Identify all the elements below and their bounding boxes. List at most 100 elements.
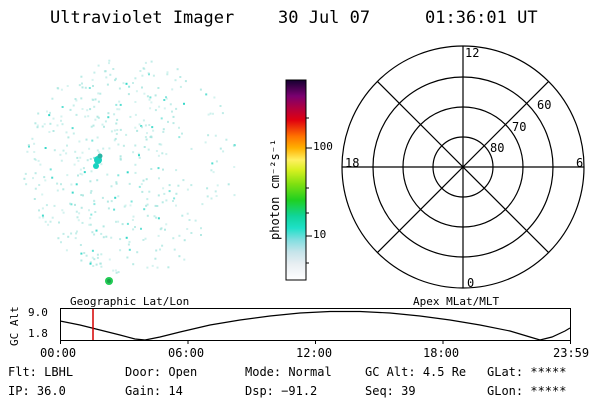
speckle-pixel	[119, 157, 122, 160]
speckle-pixel	[95, 229, 98, 232]
speckle-pixel	[53, 204, 56, 207]
speckle-pixel	[115, 122, 118, 125]
speckle-pixel	[138, 185, 141, 188]
speckle-pixel	[115, 271, 118, 274]
speckle-pixel	[152, 74, 155, 77]
speckle-pixel	[69, 202, 72, 205]
speckle-pixel	[74, 98, 77, 100]
speckle-pixel	[96, 149, 99, 152]
speckle-pixel	[163, 192, 166, 195]
geographic-image	[23, 59, 236, 285]
speckle-pixel	[66, 174, 69, 177]
speckle-pixel	[175, 204, 177, 207]
speckle-pixel	[157, 217, 160, 220]
speckle-pixel	[88, 147, 91, 150]
speckle-pixel	[86, 109, 89, 112]
speckle-pixel	[36, 124, 39, 127]
speckle-pixel	[100, 262, 102, 265]
speckle-pixel	[81, 173, 84, 176]
speckle-pixel	[162, 168, 164, 171]
speckle-pixel	[34, 122, 37, 125]
speckle-pixel	[134, 163, 137, 166]
speckle-pixel	[146, 95, 149, 98]
speckle-pixel	[157, 87, 160, 89]
speckle-pixel	[132, 263, 135, 266]
speckle-pixel	[74, 150, 77, 153]
speckle-pixel	[110, 130, 113, 133]
speckle-pixel	[59, 153, 62, 156]
speckle-pixel	[146, 198, 149, 201]
speckle-pixel	[233, 194, 236, 197]
mlt-label-18: 18	[345, 156, 360, 170]
speckle-pixel	[73, 163, 76, 166]
speckle-pixel	[149, 107, 152, 110]
speckle-pixel	[96, 253, 99, 256]
speckle-pixel	[171, 88, 174, 91]
time-tick-1200: 12:00	[296, 346, 333, 360]
speckle-pixel	[118, 87, 121, 90]
speckle-pixel	[160, 117, 163, 120]
lat-label-80: 80	[490, 141, 505, 155]
speckle-pixel	[134, 113, 137, 116]
speckle-pixel	[24, 172, 27, 175]
speckle-pixel	[96, 256, 99, 259]
speckle-pixel	[88, 223, 91, 226]
speckle-pixel	[96, 136, 99, 139]
speckle-pixel	[105, 76, 108, 79]
lat-label-60: 60	[537, 98, 552, 112]
speckle-pixel	[97, 92, 100, 95]
speckle-pixel	[76, 156, 79, 159]
speckle-pixel	[102, 225, 105, 228]
speckle-pixel	[48, 114, 51, 117]
speckle-pixel	[71, 191, 74, 194]
speckle-pixel	[182, 179, 185, 182]
speckle-pixel	[144, 136, 147, 138]
speckle-pixel	[115, 103, 118, 106]
speckle-pixel	[65, 131, 68, 134]
speckle-pixel	[171, 110, 173, 113]
speckle-pixel	[106, 83, 109, 86]
apex-projection-label: Apex MLat/MLT	[413, 295, 500, 308]
speckle-pixel	[89, 180, 92, 183]
speckle-pixel	[34, 172, 37, 175]
speckle-pixel	[90, 170, 93, 173]
speckle-pixel	[155, 216, 158, 219]
speckle-pixel	[175, 169, 178, 172]
speckle-pixel	[112, 269, 115, 272]
speckle-pixel	[172, 237, 175, 240]
speckle-pixel	[137, 152, 140, 155]
speckle-pixel	[172, 200, 174, 202]
speckle-pixel	[56, 182, 59, 185]
speckle-pixel	[144, 61, 147, 64]
status-mode: Mode: Normal	[245, 365, 332, 379]
speckle-pixel	[38, 184, 41, 186]
speckle-pixel	[219, 147, 222, 150]
speckle-pixel	[116, 108, 119, 111]
speckle-pixel	[161, 201, 164, 204]
speckle-pixel	[106, 200, 109, 203]
speckle-pixel	[101, 196, 104, 199]
time-tick-0600: 06:00	[168, 346, 205, 360]
speckle-pixel	[69, 108, 72, 111]
speckle-pixel	[117, 174, 120, 177]
speckle-pixel	[145, 204, 148, 207]
speckle-pixel	[154, 204, 157, 207]
speckle-pixel	[141, 86, 143, 89]
speckle-pixel	[129, 115, 132, 118]
speckle-pixel	[143, 208, 146, 211]
speckle-pixel	[61, 106, 64, 108]
speckle-pixel	[116, 129, 119, 131]
speckle-pixel	[38, 209, 40, 212]
speckle-pixel	[178, 136, 181, 139]
status-filter: Flt: LBHL	[8, 365, 74, 379]
speckle-pixel	[44, 147, 47, 149]
speckle-pixel	[74, 203, 76, 206]
speckle-pixel	[132, 151, 135, 154]
speckle-pixel	[207, 113, 210, 116]
speckle-pixel	[154, 109, 157, 112]
speckle-pixel	[140, 125, 143, 127]
speckle-pixel	[62, 232, 65, 235]
speckle-pixel	[162, 187, 165, 190]
speckle-pixel	[92, 124, 95, 127]
speckle-pixel	[92, 85, 94, 87]
